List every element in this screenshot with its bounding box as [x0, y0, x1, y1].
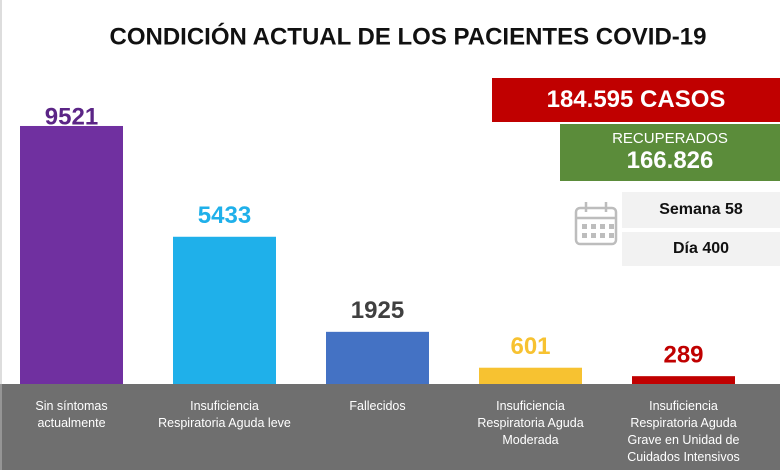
- value-label: 9521: [45, 103, 98, 130]
- chart-title: CONDICIÓN ACTUAL DE LOS PACIENTES COVID-…: [110, 22, 707, 50]
- week-box: Semana 58: [622, 192, 780, 228]
- recovered-label: RECUPERADOS: [612, 130, 728, 147]
- cases: 184.595 CASOS: [546, 86, 726, 113]
- cases-box: 184.595 CASOS: [492, 78, 780, 122]
- value-label: 601: [510, 333, 550, 360]
- x-tick-label: Fallecidos: [349, 399, 406, 413]
- bar: [479, 367, 582, 384]
- x-tick-label: Insuficiencia Respiratoria Aguda leve: [158, 399, 291, 430]
- day-box: Día 400: [622, 232, 780, 266]
- value-label: 1925: [351, 297, 404, 324]
- bar: [326, 331, 429, 384]
- x-tick-label: Insuficiencia Respiratoria Aguda Grave e…: [627, 399, 740, 464]
- recovered-value: 166.826: [626, 147, 714, 174]
- bar: [173, 236, 276, 384]
- calendar-icon: [574, 202, 618, 246]
- week: Semana 58: [659, 201, 743, 218]
- bar: [20, 125, 123, 385]
- bar: [632, 376, 735, 384]
- value-label: 5433: [198, 202, 251, 229]
- recovered-box: RECUPERADOS 166.826: [560, 124, 780, 181]
- x-tick-label: Sin síntomas actualmente: [35, 399, 108, 430]
- x-tick-label: Insuficiencia Respiratoria Aguda Moderad…: [477, 399, 584, 447]
- category-band: [0, 384, 780, 470]
- day: Día 400: [672, 240, 730, 257]
- value-label: 289: [663, 342, 703, 369]
